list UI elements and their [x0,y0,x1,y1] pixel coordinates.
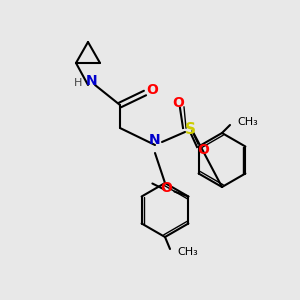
Text: CH₃: CH₃ [237,117,258,127]
Text: N: N [149,133,161,147]
Text: CH₃: CH₃ [177,247,198,257]
Text: H: H [74,78,82,88]
Text: O: O [172,96,184,110]
Text: O: O [160,182,172,196]
Text: O: O [146,83,158,97]
Text: O: O [197,143,209,157]
Text: S: S [184,122,196,137]
Text: N: N [86,74,98,88]
